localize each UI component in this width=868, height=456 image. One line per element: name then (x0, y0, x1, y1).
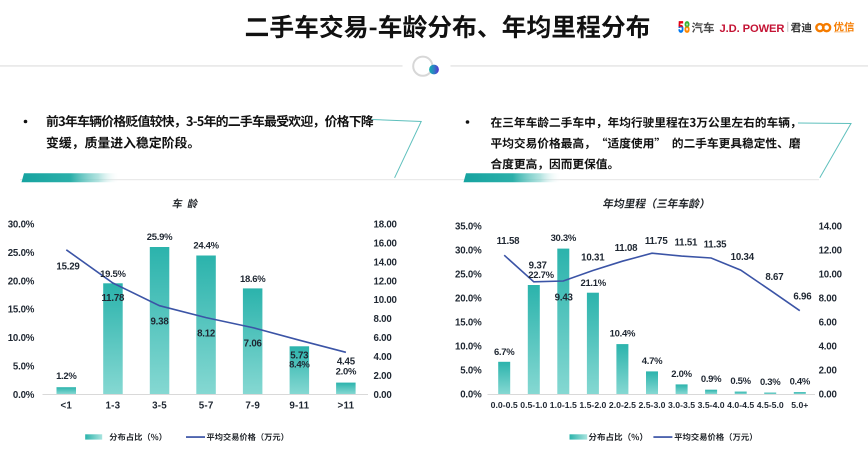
svg-text:11.78: 11.78 (102, 293, 126, 304)
svg-text:5.0%: 5.0% (13, 361, 35, 372)
svg-text:<1: <1 (61, 400, 73, 411)
svg-text:10.4%: 10.4% (610, 329, 636, 340)
svg-text:6.00: 6.00 (374, 333, 392, 344)
svg-text:15.0%: 15.0% (8, 305, 35, 316)
svg-text:10.00: 10.00 (819, 270, 842, 281)
svg-text:0.00: 0.00 (374, 390, 392, 401)
svg-text:4.00: 4.00 (374, 352, 392, 363)
svg-text:1.0-1.5: 1.0-1.5 (550, 400, 577, 410)
svg-text:1-3: 1-3 (106, 400, 121, 411)
svg-text:11.58: 11.58 (497, 236, 521, 247)
svg-text:20.0%: 20.0% (455, 294, 482, 305)
svg-text:0.0%: 0.0% (13, 390, 35, 401)
svg-text:11.08: 11.08 (615, 243, 639, 254)
svg-text:16.00: 16.00 (374, 239, 397, 250)
svg-text:5.0%: 5.0% (460, 366, 482, 377)
svg-text:18.00: 18.00 (374, 220, 397, 231)
svg-text:25.0%: 25.0% (8, 248, 35, 259)
svg-text:8.12: 8.12 (197, 328, 215, 339)
svg-text:1.5-2.0: 1.5-2.0 (579, 400, 606, 410)
svg-text:24.4%: 24.4% (193, 241, 219, 252)
svg-text:11.35: 11.35 (704, 239, 728, 250)
svg-text:10.0%: 10.0% (8, 333, 35, 344)
svg-text:21.1%: 21.1% (580, 278, 606, 289)
svg-text:2.5-3.0: 2.5-3.0 (638, 400, 665, 410)
svg-text:25.0%: 25.0% (455, 270, 482, 281)
svg-text:15.29: 15.29 (56, 261, 80, 272)
svg-text:3.5-4.0: 3.5-4.0 (698, 400, 725, 410)
svg-text:12.00: 12.00 (819, 246, 842, 257)
svg-text:0.0%: 0.0% (460, 390, 482, 401)
svg-text:5.0+: 5.0+ (791, 400, 808, 410)
svg-text:4.45: 4.45 (337, 356, 356, 367)
svg-text:5.73: 5.73 (290, 351, 309, 362)
svg-text:0.9%: 0.9% (701, 374, 722, 385)
svg-text:11.51: 11.51 (675, 237, 699, 248)
svg-text:4.5-5.0: 4.5-5.0 (757, 400, 784, 410)
svg-text:9.43: 9.43 (555, 293, 574, 304)
svg-text:5-7: 5-7 (199, 400, 214, 411)
svg-text:12.00: 12.00 (374, 276, 397, 287)
svg-text:19.5%: 19.5% (100, 269, 126, 280)
svg-text:25.9%: 25.9% (147, 232, 173, 243)
svg-text:0.3%: 0.3% (760, 377, 781, 388)
svg-text:2.0%: 2.0% (336, 366, 357, 377)
svg-text:3-5: 3-5 (152, 400, 167, 411)
svg-text:6.96: 6.96 (793, 292, 812, 303)
svg-text:0.4%: 0.4% (790, 377, 811, 388)
svg-text:30.0%: 30.0% (455, 246, 482, 257)
svg-text:0.0-0.5: 0.0-0.5 (491, 400, 518, 410)
svg-text:2.0%: 2.0% (671, 369, 692, 380)
svg-text:7.06: 7.06 (244, 338, 263, 349)
svg-text:9.38: 9.38 (150, 317, 169, 328)
svg-text:7-9: 7-9 (245, 400, 260, 411)
svg-text:2.00: 2.00 (819, 366, 837, 377)
svg-text:10.0%: 10.0% (455, 342, 482, 353)
svg-text:10.31: 10.31 (581, 253, 605, 264)
svg-text:0.5%: 0.5% (730, 376, 751, 387)
svg-text:J.D. POWER: J.D. POWER (720, 23, 785, 35)
svg-text:0.5-1.0: 0.5-1.0 (520, 400, 547, 410)
svg-text:8: 8 (684, 18, 689, 36)
svg-text:2.0-2.5: 2.0-2.5 (609, 400, 636, 410)
svg-text:8.00: 8.00 (819, 294, 837, 305)
svg-text:35.0%: 35.0% (455, 222, 482, 233)
svg-text:1.2%: 1.2% (56, 371, 77, 382)
svg-text:30.3%: 30.3% (551, 233, 577, 244)
svg-text:9.37: 9.37 (529, 260, 547, 271)
svg-text:2.00: 2.00 (374, 371, 392, 382)
svg-text:4.0-4.5: 4.0-4.5 (727, 400, 754, 410)
svg-text:14.00: 14.00 (374, 257, 397, 268)
svg-text:10.00: 10.00 (374, 295, 397, 306)
svg-text:18.6%: 18.6% (240, 274, 266, 285)
svg-text:15.0%: 15.0% (455, 318, 482, 329)
svg-text:8.67: 8.67 (765, 272, 783, 283)
svg-text:14.00: 14.00 (819, 222, 842, 233)
svg-text:8.00: 8.00 (374, 314, 392, 325)
svg-text:6.7%: 6.7% (494, 347, 515, 358)
svg-text:5: 5 (678, 18, 683, 36)
svg-text:20.0%: 20.0% (8, 276, 35, 287)
svg-text:30.0%: 30.0% (8, 220, 35, 231)
svg-text:9-11: 9-11 (289, 400, 309, 411)
svg-text:3.0-3.5: 3.0-3.5 (668, 400, 695, 410)
svg-text:>11: >11 (338, 400, 355, 411)
svg-text:4.00: 4.00 (819, 342, 837, 353)
svg-text:6.00: 6.00 (819, 318, 837, 329)
svg-text:10.34: 10.34 (731, 252, 755, 263)
svg-text:4.7%: 4.7% (642, 356, 663, 367)
svg-text:11.75: 11.75 (645, 236, 669, 247)
svg-text:0.00: 0.00 (819, 390, 837, 401)
svg-text:22.7%: 22.7% (528, 270, 554, 281)
